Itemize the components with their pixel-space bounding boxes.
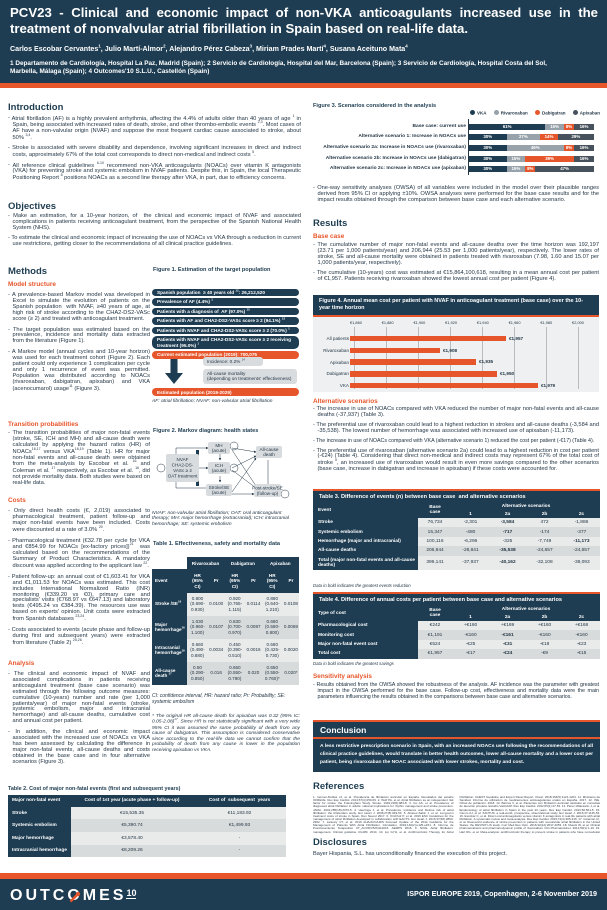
- svg-text:Post-stroke/SE: Post-stroke/SE: [252, 486, 283, 491]
- svg-text:(acute): (acute): [212, 448, 227, 453]
- svg-text:(acute): (acute): [212, 468, 227, 473]
- svg-text:All-cause: All-cause: [260, 447, 279, 452]
- svg-text:(acute): (acute): [212, 490, 227, 495]
- svg-text:MH: MH: [215, 443, 222, 448]
- svg-text:Stroke/SE: Stroke/SE: [209, 485, 230, 490]
- svg-text:ICH: ICH: [215, 463, 223, 468]
- svg-text:VASc ≥ 2: VASc ≥ 2: [173, 468, 192, 473]
- svg-text:NVAF: NVAF: [177, 457, 189, 462]
- svg-text:(follow-up): (follow-up): [257, 491, 279, 496]
- svg-text:OAT treatment: OAT treatment: [168, 474, 198, 479]
- svg-text:death: death: [263, 452, 275, 457]
- svg-text:CHA2-DS-: CHA2-DS-: [172, 463, 194, 468]
